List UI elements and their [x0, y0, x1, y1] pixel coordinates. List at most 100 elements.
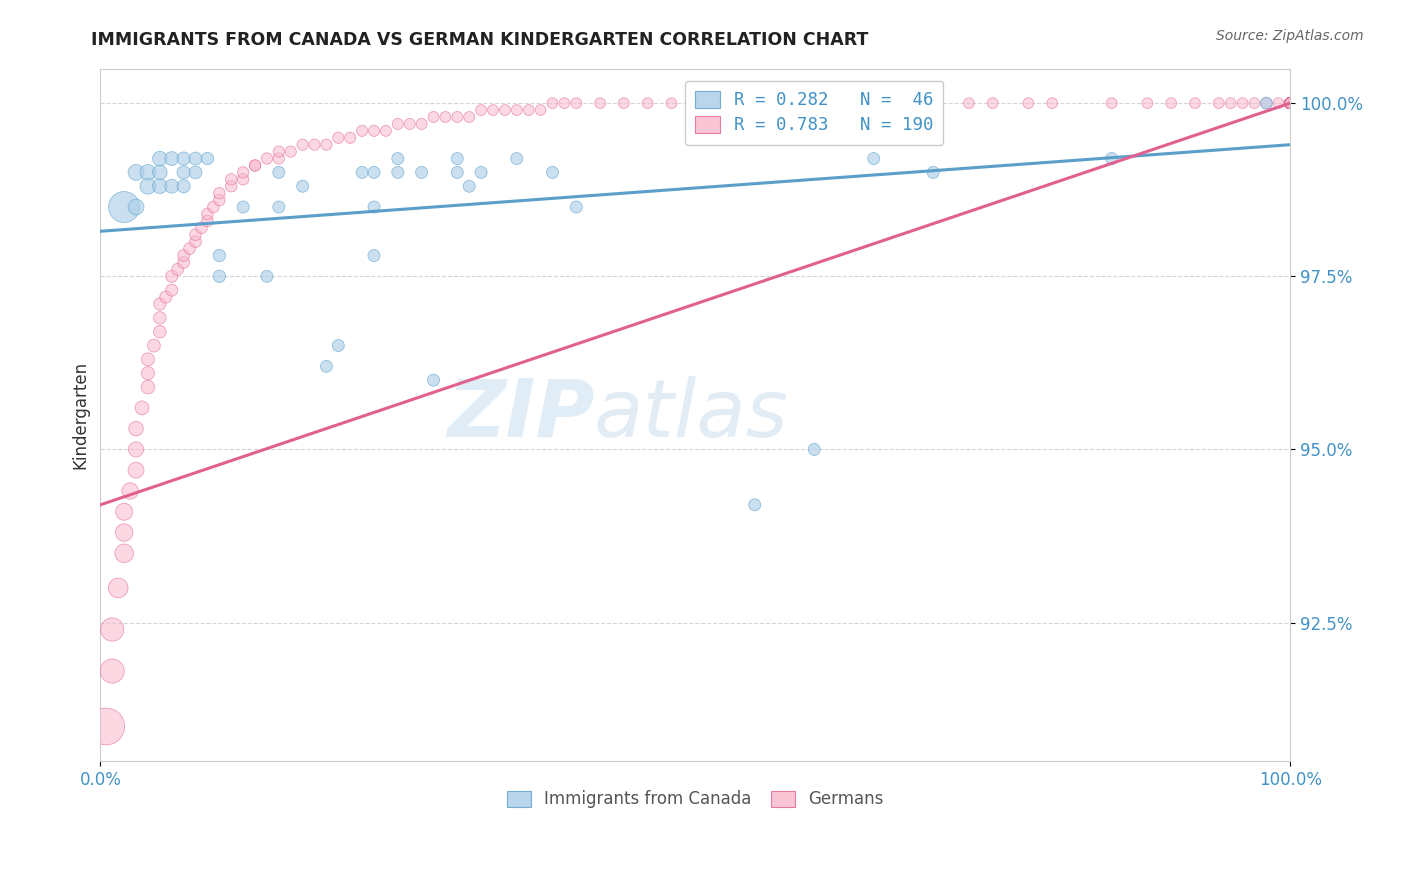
Point [1279, 96, 1302, 111]
Point [1101, 96, 1123, 111]
Point [173, 179, 195, 194]
Point [1279, 96, 1302, 111]
Point [589, 96, 612, 111]
Point [529, 103, 551, 117]
Point [1279, 96, 1302, 111]
Point [1279, 96, 1302, 111]
Point [155, 290, 177, 304]
Point [1279, 96, 1302, 111]
Point [565, 96, 588, 111]
Point [315, 359, 337, 374]
Point [136, 366, 159, 380]
Point [422, 373, 444, 387]
Point [1279, 96, 1302, 111]
Point [1279, 96, 1302, 111]
Point [125, 165, 148, 179]
Point [1279, 96, 1302, 111]
Point [243, 159, 266, 173]
Point [661, 96, 683, 111]
Point [922, 165, 945, 179]
Point [184, 152, 207, 166]
Point [1279, 96, 1302, 111]
Point [1279, 96, 1302, 111]
Point [1256, 96, 1278, 111]
Point [506, 152, 529, 166]
Point [1279, 96, 1302, 111]
Point [1279, 96, 1302, 111]
Point [506, 103, 529, 117]
Point [1279, 96, 1302, 111]
Point [803, 96, 825, 111]
Point [291, 137, 314, 152]
Point [1279, 96, 1302, 111]
Point [267, 145, 290, 159]
Point [565, 200, 588, 214]
Text: atlas: atlas [595, 376, 789, 454]
Point [166, 262, 188, 277]
Point [1279, 96, 1302, 111]
Point [149, 179, 172, 194]
Point [1279, 96, 1302, 111]
Point [1279, 96, 1302, 111]
Point [1279, 96, 1302, 111]
Point [160, 179, 183, 194]
Point [1279, 96, 1302, 111]
Point [184, 235, 207, 249]
Point [387, 152, 409, 166]
Point [197, 214, 219, 228]
Point [458, 179, 481, 194]
Point [1279, 96, 1302, 111]
Point [1279, 96, 1302, 111]
Point [197, 207, 219, 221]
Point [1136, 96, 1159, 111]
Point [1279, 96, 1302, 111]
Point [1279, 96, 1302, 111]
Point [267, 200, 290, 214]
Point [1279, 96, 1302, 111]
Point [1279, 96, 1302, 111]
Point [374, 124, 396, 138]
Point [1279, 96, 1302, 111]
Point [1279, 96, 1302, 111]
Point [1279, 96, 1302, 111]
Point [184, 227, 207, 242]
Point [1279, 96, 1302, 111]
Point [291, 179, 314, 194]
Point [1279, 96, 1302, 111]
Point [363, 124, 385, 138]
Point [1279, 96, 1302, 111]
Point [173, 255, 195, 269]
Point [232, 200, 254, 214]
Point [1279, 96, 1302, 111]
Point [898, 96, 921, 111]
Point [101, 664, 124, 678]
Point [1279, 96, 1302, 111]
Point [1279, 96, 1302, 111]
Point [1279, 96, 1302, 111]
Point [1279, 96, 1302, 111]
Point [1279, 96, 1302, 111]
Point [131, 401, 153, 415]
Point [363, 165, 385, 179]
Point [541, 165, 564, 179]
Text: Source: ZipAtlas.com: Source: ZipAtlas.com [1216, 29, 1364, 43]
Point [1279, 96, 1302, 111]
Point [779, 96, 801, 111]
Point [173, 248, 195, 262]
Point [136, 179, 159, 194]
Point [1279, 96, 1302, 111]
Point [707, 96, 730, 111]
Point [1279, 96, 1302, 111]
Point [446, 110, 468, 124]
Point [827, 96, 849, 111]
Point [1279, 96, 1302, 111]
Point [1279, 96, 1302, 111]
Point [1279, 96, 1302, 111]
Point [434, 110, 457, 124]
Point [1279, 96, 1302, 111]
Point [1279, 96, 1302, 111]
Point [267, 152, 290, 166]
Point [1279, 96, 1302, 111]
Point [1279, 96, 1302, 111]
Point [1279, 96, 1302, 111]
